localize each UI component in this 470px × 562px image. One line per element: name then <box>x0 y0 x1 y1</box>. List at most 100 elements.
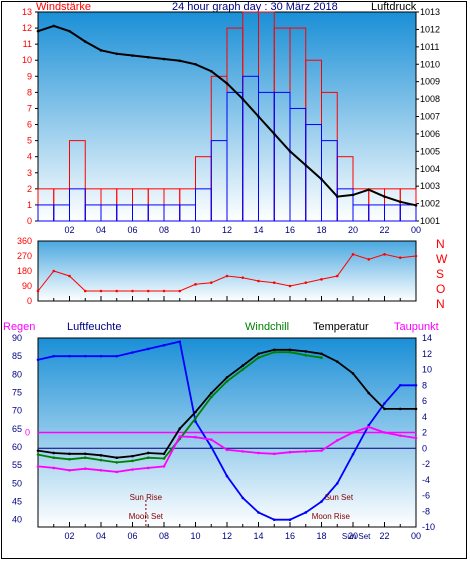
point-luftfeuchte <box>52 354 56 358</box>
x-tick-label: 22 <box>379 225 389 235</box>
point-windchill <box>162 457 166 460</box>
direction-axis-label: 270 <box>17 251 32 261</box>
point-taupunkt <box>68 469 71 472</box>
point-windrichtung <box>146 289 150 293</box>
point-luftfeuchte <box>241 496 245 500</box>
point-luftdruck <box>272 132 276 136</box>
x-tick-label: 14 <box>253 225 263 235</box>
point-temperatur <box>351 372 355 375</box>
point-windrichtung <box>398 256 402 259</box>
point-windrichtung <box>194 283 197 286</box>
x-tick-label: 08 <box>159 225 169 235</box>
wind-bar-windstärke <box>399 204 417 222</box>
point-luftdruck <box>241 97 245 101</box>
point-windrichtung <box>83 289 87 293</box>
point-windchill <box>68 457 71 461</box>
point-windrichtung <box>131 289 134 293</box>
point-windchill <box>194 417 197 420</box>
point-luftdruck <box>194 62 197 66</box>
point-windrichtung <box>225 274 229 278</box>
temperature-axis-label: 14 <box>422 333 432 343</box>
point-windchill <box>320 356 323 359</box>
point-temperatur <box>52 451 56 455</box>
point-luftfeuchte <box>351 453 355 456</box>
point-windchill <box>209 395 213 399</box>
point-temperatur <box>115 456 119 460</box>
point-windchill <box>36 453 40 456</box>
temperature-axis-label: 12 <box>422 349 432 359</box>
point-windrichtung <box>209 281 213 284</box>
x-tick-label: 20 <box>348 531 358 541</box>
x-tick-label: 10 <box>190 531 200 541</box>
point-luftdruck <box>304 163 308 167</box>
point-windrichtung <box>320 278 323 281</box>
direction-axis-label: 360 <box>17 236 32 246</box>
point-temperatur <box>241 364 245 367</box>
wind-axis-label: 12 <box>22 23 32 33</box>
point-windrichtung <box>115 289 119 293</box>
pressure-axis-label: 1010 <box>420 59 440 69</box>
sun-rise-label: Sun Rise <box>130 493 163 502</box>
temperature-axis-label: 2 <box>422 428 427 438</box>
point-windchill <box>99 458 103 462</box>
point-taupunkt <box>115 470 119 474</box>
wind-axis-label: 6 <box>27 120 32 130</box>
point-windrichtung <box>36 289 40 293</box>
wind-axis-label: 0 <box>27 216 32 226</box>
x-tick-label: 20 <box>348 225 358 235</box>
x-tick-label: 16 <box>285 531 295 541</box>
point-taupunkt <box>272 452 276 456</box>
x-tick-label: 12 <box>222 225 232 235</box>
point-luftdruck <box>288 150 292 153</box>
point-luftdruck <box>99 49 103 52</box>
pressure-axis-label: 1005 <box>420 146 440 156</box>
point-windchill <box>272 350 276 354</box>
pressure-axis-label: 1004 <box>420 164 440 174</box>
point-windchill <box>131 459 134 463</box>
point-windrichtung <box>162 289 166 293</box>
point-luftdruck <box>335 195 339 198</box>
temperatur-label: Temperatur <box>313 321 369 333</box>
point-windrichtung <box>99 289 103 293</box>
windchill-label: Windchill <box>245 321 290 333</box>
point-windchill <box>241 368 245 371</box>
point-windchill <box>288 350 292 354</box>
x-tick-label: 06 <box>127 531 137 541</box>
point-luftdruck <box>68 29 71 33</box>
point-luftdruck <box>257 115 260 118</box>
x-tick-label: 10 <box>190 225 200 235</box>
point-taupunkt <box>131 468 134 471</box>
point-luftdruck <box>146 55 150 59</box>
point-luftfeuchte <box>162 343 166 347</box>
point-luftfeuchte <box>68 354 71 358</box>
taupunkt-label: Taupunkt <box>394 321 439 333</box>
temperature-axis-label: 4 <box>422 412 427 422</box>
point-taupunkt <box>83 467 87 471</box>
pressure-axis-label: 1003 <box>420 181 440 191</box>
point-luftfeuchte <box>225 474 229 478</box>
point-taupunkt <box>351 431 355 434</box>
pressure-axis-label: 1012 <box>420 24 440 34</box>
humidity-axis-label: 45 <box>12 497 22 507</box>
pressure-axis-label: 1009 <box>420 77 440 87</box>
point-taupunkt <box>162 465 166 468</box>
point-luftfeuchte <box>209 445 213 449</box>
point-luftfeuchte <box>272 518 276 522</box>
point-luftdruck <box>115 52 119 56</box>
wind-axis-label: 10 <box>22 55 32 65</box>
wind-axis-label: 11 <box>23 39 32 49</box>
point-temperatur <box>320 352 323 356</box>
point-taupunkt <box>241 450 245 453</box>
point-luftfeuchte <box>131 351 134 354</box>
point-taupunkt <box>225 448 229 452</box>
point-temperatur <box>383 407 386 411</box>
point-temperatur <box>335 360 339 363</box>
moon-set-label: Moon Set <box>129 512 164 521</box>
point-luftfeuchte <box>115 354 119 358</box>
moon-rise-label: Moon Rise <box>312 512 351 521</box>
humidity-axis-label: 60 <box>12 442 22 452</box>
point-taupunkt <box>36 465 40 468</box>
pressure-axis-label: 1007 <box>420 112 440 122</box>
